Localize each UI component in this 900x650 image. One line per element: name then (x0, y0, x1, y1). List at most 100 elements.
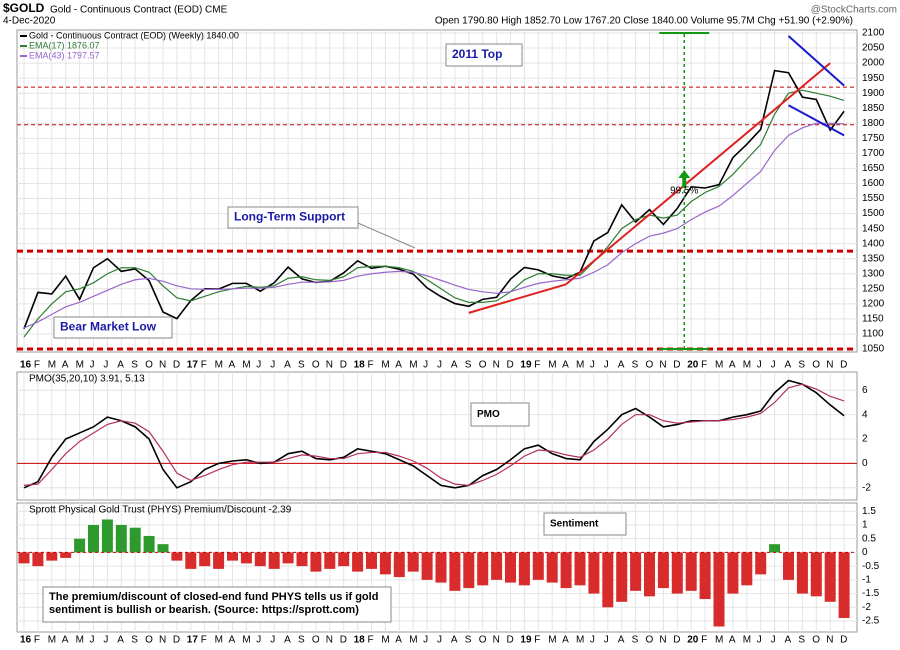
x-tick-label: A (785, 635, 792, 646)
x-tick-label: M (215, 635, 223, 646)
y-tick-label: 1250 (862, 283, 885, 294)
bar (185, 552, 197, 569)
x-tick-label: M (715, 360, 723, 371)
x-tick-label: N (159, 635, 166, 646)
x-tick-label: A (284, 635, 291, 646)
bar (46, 552, 58, 561)
x-tick-label: J (103, 635, 108, 646)
bar (518, 552, 530, 586)
bar (407, 552, 419, 572)
y-tick-label: 1650 (862, 163, 885, 174)
instrument: Gold - Continuous Contract (EOD) CME (50, 5, 228, 16)
bar (546, 552, 558, 583)
y-tick-label: 1900 (862, 88, 885, 99)
bar (532, 552, 544, 580)
annotation: 2011 Top (452, 47, 502, 61)
x-tick-label: A (62, 360, 69, 371)
x-tick-label: M (381, 635, 389, 646)
trendline (788, 104, 845, 137)
date: 4-Dec-2020 (3, 16, 56, 27)
x-tick-label: M (743, 635, 751, 646)
price-line (23, 69, 845, 330)
y-tick-label: 1850 (862, 103, 885, 114)
y-tick-label: 1950 (862, 73, 885, 84)
x-tick-label: O (646, 360, 654, 371)
bar (18, 552, 30, 564)
bar (143, 535, 155, 553)
bar (352, 552, 364, 572)
x-tick-label: J (423, 635, 428, 646)
x-tick-label: M (48, 360, 56, 371)
x-tick-label: F (534, 360, 540, 371)
y-tick-label: 1450 (862, 223, 885, 234)
x-tick-label: D (840, 360, 847, 371)
x-tick-label: O (812, 635, 820, 646)
trendline (787, 35, 845, 87)
x-tick-label: A (562, 635, 569, 646)
x-tick-label: 20 (687, 360, 699, 371)
bar (254, 552, 266, 567)
bar (324, 552, 336, 569)
x-tick-label: M (548, 635, 556, 646)
x-tick-label: O (145, 360, 153, 371)
y-tick-label: 1600 (862, 178, 885, 189)
bar (657, 552, 669, 589)
panel (16, 371, 858, 501)
x-tick-label: N (826, 635, 833, 646)
x-tick-label: A (395, 360, 402, 371)
x-tick-label: A (62, 635, 69, 646)
x-tick-label: M (381, 360, 389, 371)
x-tick-label: J (90, 360, 95, 371)
bar (810, 552, 822, 597)
note: The premium/discount of closed-end fund … (49, 591, 378, 603)
x-tick-label: N (826, 360, 833, 371)
y-tick-label: 0 (862, 458, 868, 469)
bar (727, 552, 739, 594)
bar (393, 552, 405, 578)
y-tick-label: -0.5 (862, 561, 880, 572)
x-tick-label: A (451, 635, 458, 646)
y-tick-label: -1 (862, 574, 871, 585)
x-tick-label: J (256, 635, 261, 646)
bar (491, 552, 503, 580)
bar (157, 544, 169, 553)
x-tick-label: A (229, 635, 236, 646)
annotation: Sentiment (550, 519, 599, 530)
bar (199, 552, 211, 567)
x-tick-label: D (173, 635, 180, 646)
y-tick-label: 1750 (862, 133, 885, 144)
bar (574, 552, 586, 586)
bar (171, 552, 183, 561)
x-tick-label: 18 (354, 635, 366, 646)
pointer (357, 222, 416, 249)
x-tick-label: A (618, 635, 625, 646)
y-tick-label: 1150 (862, 314, 884, 325)
bar (713, 552, 725, 627)
symbol: $GOLD (3, 1, 45, 15)
x-tick-label: J (270, 360, 275, 371)
x-tick-label: S (131, 360, 138, 371)
x-tick-label: J (103, 360, 108, 371)
x-tick-label: O (646, 635, 654, 646)
indicator-line (23, 89, 845, 338)
bar (505, 552, 516, 583)
x-tick-label: N (659, 360, 666, 371)
bar (449, 552, 461, 591)
bar (783, 552, 794, 580)
legend-label: Gold - Continuous Contract (EOD) (Weekly… (29, 30, 239, 40)
x-tick-label: O (312, 635, 320, 646)
x-tick-label: M (743, 360, 751, 371)
bar (588, 552, 600, 594)
quote: Open 1790.80 High 1852.70 Low 1767.20 Cl… (435, 16, 853, 27)
x-tick-label: J (90, 635, 95, 646)
x-tick-label: O (479, 635, 487, 646)
bar (616, 552, 628, 602)
y-tick-label: 6 (862, 385, 868, 396)
y-tick-label: 1050 (862, 344, 885, 355)
x-tick-label: F (201, 360, 207, 371)
bar (699, 552, 711, 600)
bar (282, 552, 294, 564)
bar (227, 552, 238, 561)
x-tick-label: 16 (20, 360, 32, 371)
